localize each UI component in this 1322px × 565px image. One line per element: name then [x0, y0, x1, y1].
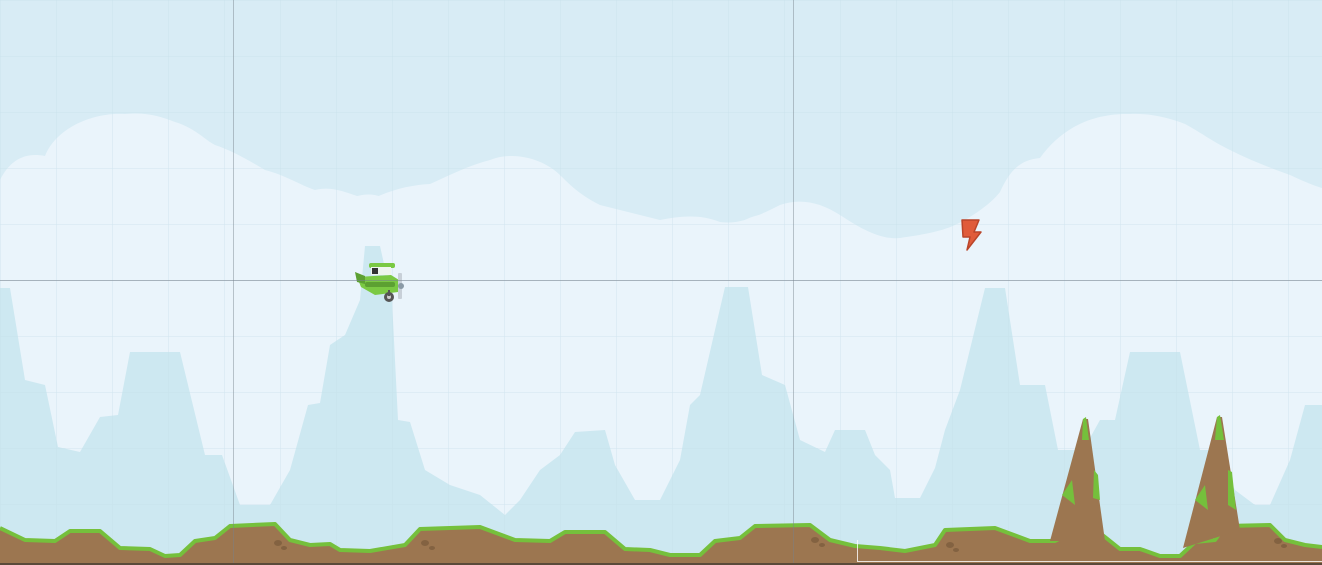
- rock-spike-obstacle-1: [1050, 417, 1105, 541]
- ground-layer: [0, 522, 1322, 565]
- lightning-icon: [961, 219, 982, 251]
- lightning-powerup[interactable]: [961, 219, 982, 251]
- rock-spike-obstacle-2: [1183, 415, 1240, 548]
